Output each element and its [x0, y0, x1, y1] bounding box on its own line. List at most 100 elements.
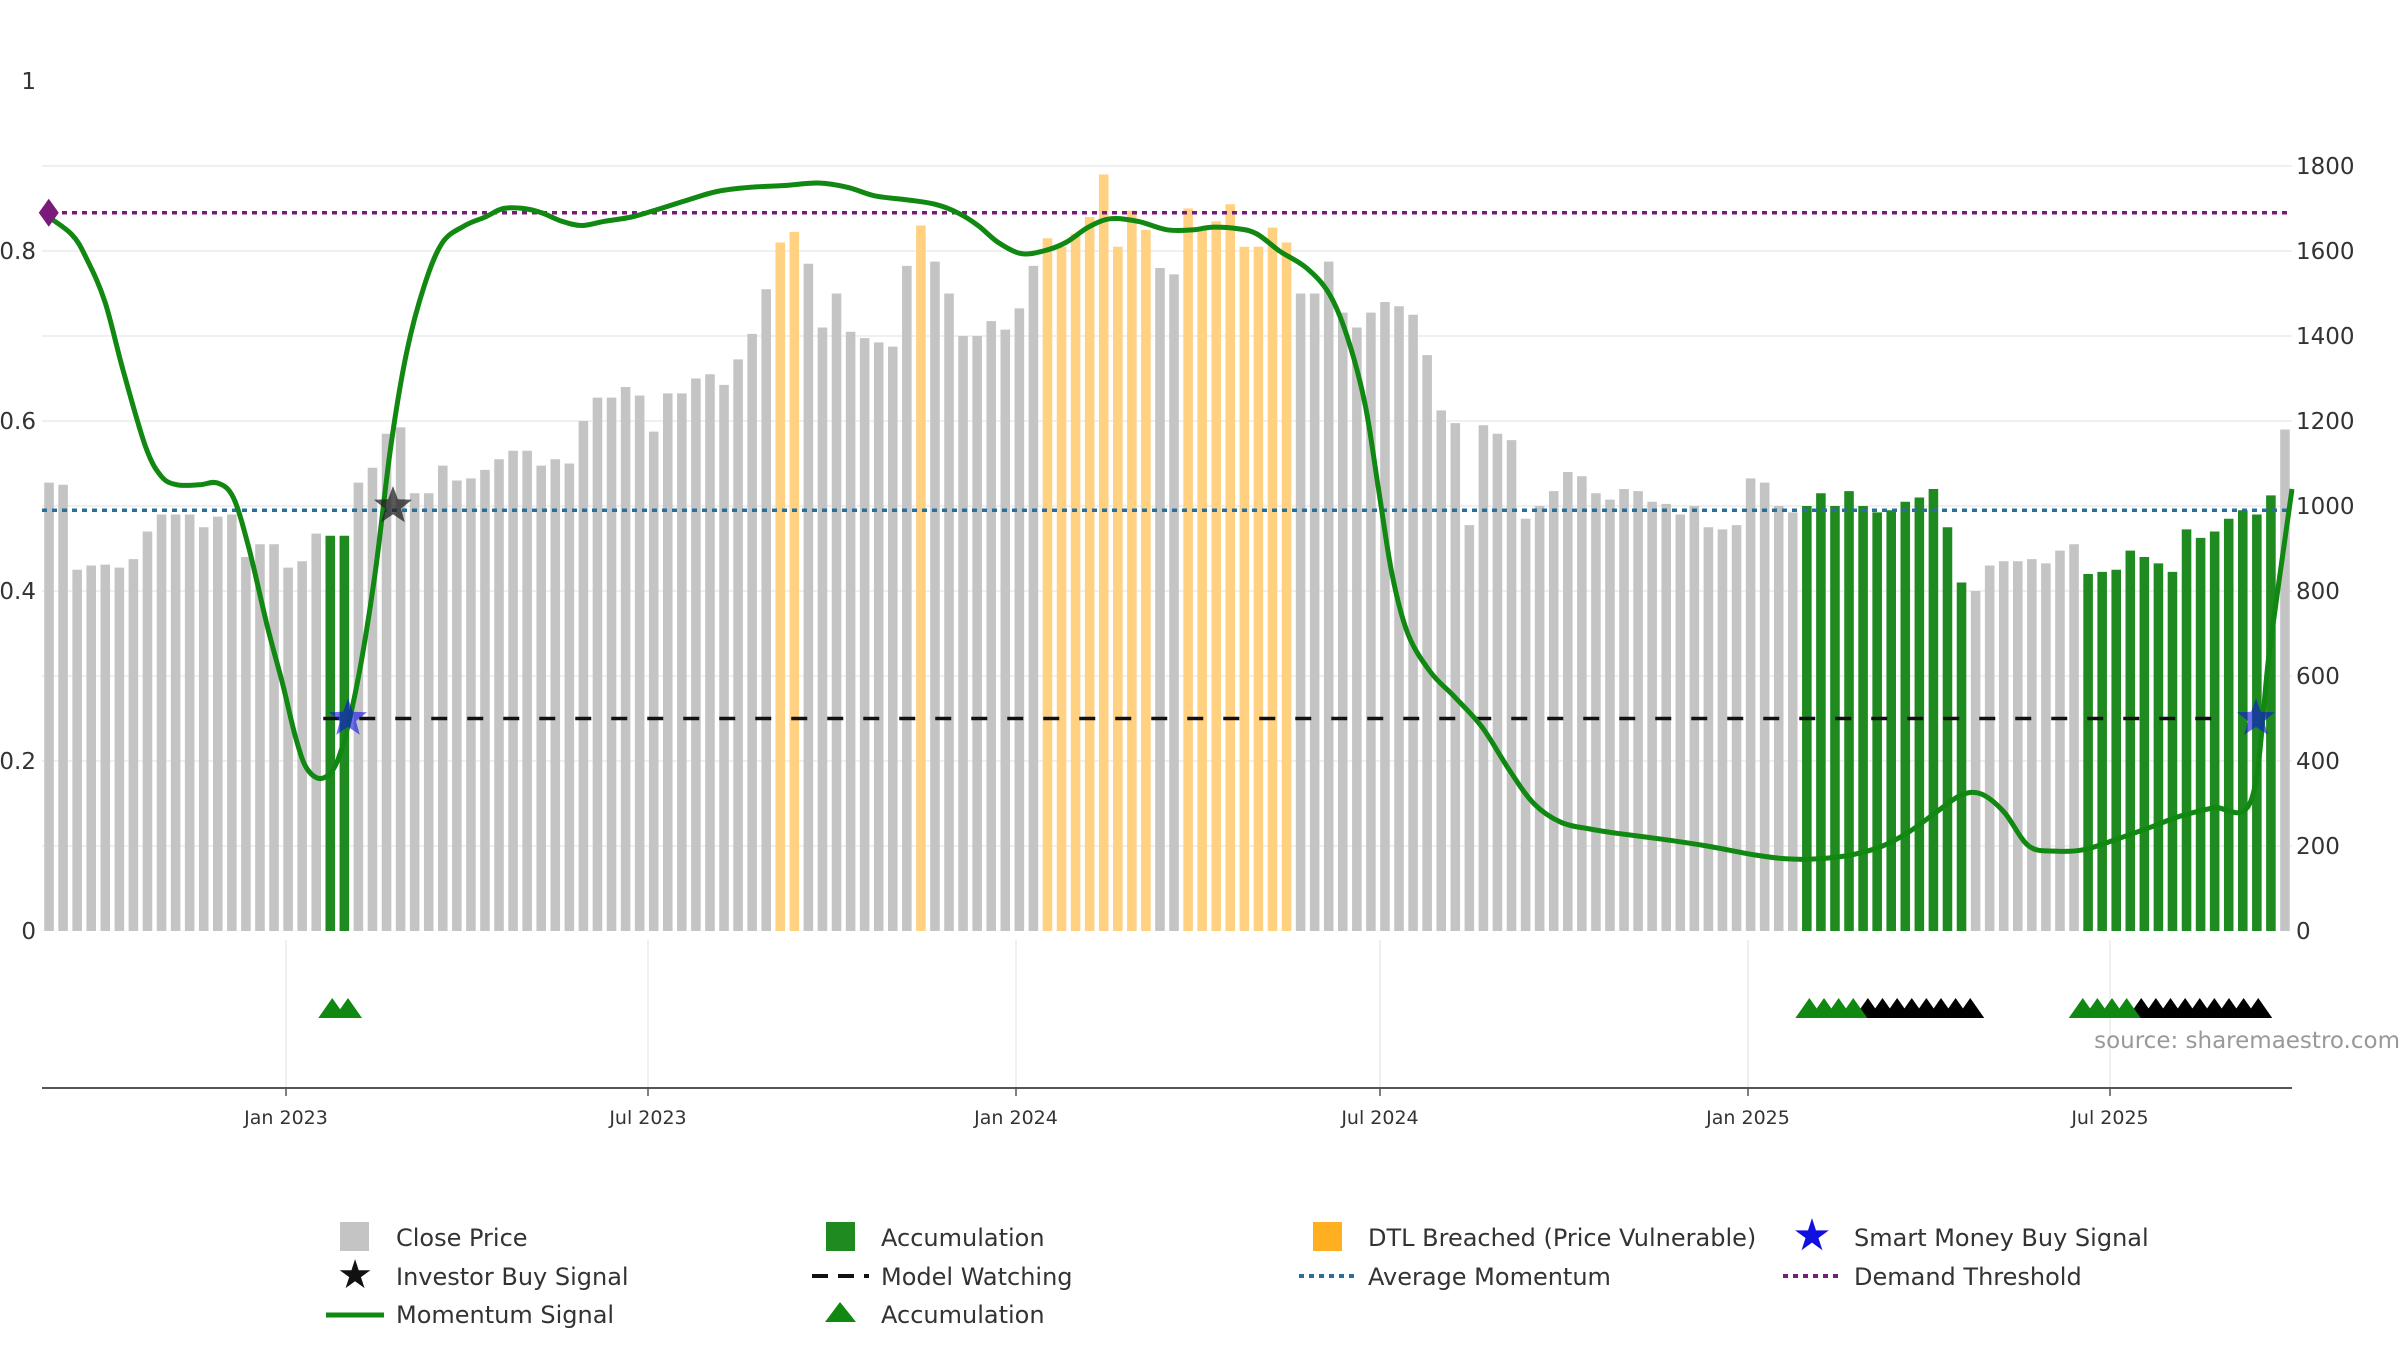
- x-tick-4: Jan 2025: [1705, 1107, 1790, 1129]
- price-bar-151: [2167, 571, 2178, 931]
- right-tick-1: 200: [2296, 834, 2340, 860]
- price-bar-37: [564, 463, 575, 931]
- x-tick-1: Jul 2023: [608, 1107, 686, 1129]
- price-bar-90: [1309, 293, 1320, 931]
- price-bar-11: [198, 527, 209, 931]
- price-bar-110: [1591, 493, 1601, 931]
- price-bar-135: [1942, 527, 1953, 931]
- price-bar-73: [1070, 234, 1081, 931]
- x-tick-2: Jan 2024: [973, 1107, 1058, 1129]
- price-bar-94: [1366, 312, 1376, 931]
- price-bar-126: [1816, 493, 1826, 931]
- right-tick-6: 1200: [2296, 409, 2355, 435]
- price-bar-45: [677, 393, 687, 931]
- price-bar-107: [1548, 491, 1559, 931]
- price-bar-64: [944, 293, 954, 931]
- price-bar-41: [620, 387, 631, 931]
- legend-label-model-watching: Model Watching: [881, 1263, 1073, 1291]
- price-bar-81: [1183, 208, 1193, 931]
- right-tick-9: 1800: [2296, 154, 2355, 180]
- price-bar-130: [1872, 512, 1882, 931]
- price-bar-29: [452, 480, 462, 931]
- price-bar-32: [494, 459, 504, 931]
- legend-icon-investor-buy: ★: [337, 1252, 373, 1298]
- price-bar-134: [1928, 489, 1939, 931]
- price-bar-34: [522, 450, 532, 931]
- price-bar-4: [100, 564, 111, 931]
- left-tick-5: 1: [21, 69, 36, 95]
- x-axis: Jan 2023 Jul 2023 Jan 2024 Jul 2024 Jan …: [243, 1107, 2149, 1129]
- price-bar-63: [930, 261, 940, 931]
- price-bar-6: [128, 559, 139, 931]
- price-bar-24: [381, 433, 392, 931]
- price-bar-159: [2280, 429, 2290, 931]
- price-bar-5: [114, 567, 125, 931]
- watch-triangle-7: [1956, 998, 1985, 1018]
- price-bar-97: [1408, 314, 1418, 931]
- legend-label-average-momentum: Average Momentum: [1368, 1263, 1611, 1291]
- price-bar-39: [592, 397, 603, 931]
- price-bar-71: [1042, 238, 1053, 931]
- price-bar-38: [578, 421, 589, 931]
- price-bar-91: [1323, 261, 1334, 931]
- left-tick-1: 0.2: [0, 749, 36, 775]
- legend-label-smart-money: Smart Money Buy Signal: [1854, 1224, 2149, 1252]
- price-bar-42: [634, 395, 645, 931]
- price-bar-74: [1084, 217, 1095, 931]
- legend-label-demand-threshold: Demand Threshold: [1854, 1263, 2082, 1291]
- price-bar-26: [409, 493, 420, 931]
- right-tick-2: 400: [2296, 749, 2340, 775]
- price-bar-92: [1338, 312, 1348, 931]
- price-bar-133: [1914, 497, 1925, 931]
- smart-money-star-1: [2237, 698, 2275, 735]
- price-bar-116: [1675, 514, 1686, 931]
- price-bar-3: [86, 565, 96, 931]
- price-bar-57: [845, 331, 856, 931]
- price-bar-142: [2041, 563, 2051, 931]
- x-tick-0: Jan 2023: [243, 1107, 328, 1129]
- price-bar-155: [2223, 518, 2234, 931]
- price-bar-82: [1197, 229, 1207, 931]
- price-bar-150: [2153, 563, 2164, 931]
- price-bar-80: [1169, 274, 1179, 931]
- right-tick-5: 1000: [2296, 494, 2355, 520]
- price-bar-68: [1000, 329, 1011, 931]
- price-bar-102: [1478, 425, 1489, 931]
- price-bar-22: [353, 482, 364, 931]
- price-bar-35: [536, 465, 546, 931]
- price-bar-152: [2181, 529, 2192, 931]
- price-bar-112: [1619, 489, 1629, 931]
- price-bar-147: [2111, 569, 2121, 931]
- momentum-line: [40, 180, 2295, 862]
- price-bar-0: [44, 482, 54, 931]
- legend-swatch-close-price: [340, 1222, 369, 1251]
- price-bar-109: [1577, 476, 1587, 931]
- price-bar-76: [1113, 246, 1123, 931]
- price-bar-46: [691, 378, 701, 931]
- price-bar-15: [255, 544, 265, 931]
- price-bar-120: [1731, 525, 1742, 931]
- price-bar-53: [789, 231, 800, 931]
- price-bar-114: [1647, 501, 1657, 931]
- price-bar-62: [916, 225, 926, 931]
- price-bar-156: [2238, 510, 2248, 931]
- grid-layer: [42, 165, 2292, 847]
- price-bar-99: [1436, 410, 1446, 931]
- price-bar-143: [2055, 550, 2065, 931]
- accumulation-triangle-1: [334, 998, 362, 1018]
- price-bar-122: [1759, 482, 1770, 931]
- right-tick-0: 0: [2296, 919, 2311, 945]
- legend-swatch-dtl: [1313, 1222, 1342, 1251]
- price-bar-13: [227, 514, 237, 931]
- left-tick-0: 0: [21, 919, 36, 945]
- price-bar-23: [367, 467, 378, 931]
- price-bar-66: [972, 336, 982, 931]
- price-bar-70: [1028, 265, 1039, 931]
- price-bar-75: [1098, 174, 1109, 931]
- price-bar-78: [1141, 229, 1151, 931]
- x-tick-5: Jul 2025: [2070, 1107, 2148, 1129]
- price-bar-48: [719, 384, 729, 931]
- price-bar-27: [423, 493, 434, 931]
- price-bar-56: [831, 293, 842, 931]
